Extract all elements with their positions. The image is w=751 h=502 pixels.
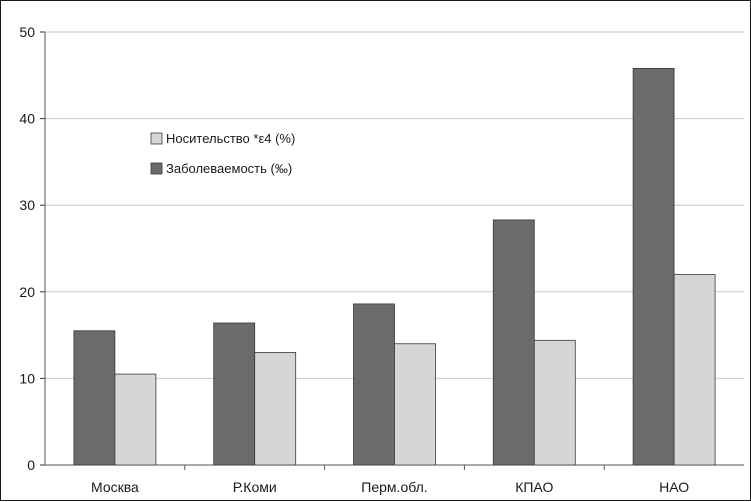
x-category-labels: Москва Р.Коми Перм.обл. КПАО НАО: [91, 479, 689, 495]
legend: Носительство *ε4 (%) Заболеваемость (‰): [150, 131, 295, 176]
bar-carriage: [394, 343, 436, 466]
x-category-label: Р.Коми: [233, 479, 277, 495]
y-tick-label: 30: [19, 197, 35, 213]
y-tick-labels: 0 10 20 30 40 50: [19, 24, 35, 473]
x-category-label: КПАО: [515, 479, 553, 495]
bar-incidence: [73, 330, 116, 466]
bar-carriage: [254, 352, 297, 466]
x-category-label: Перм.обл.: [361, 479, 427, 495]
legend-label: Заболеваемость (‰): [166, 161, 292, 176]
legend-swatch: [150, 132, 163, 145]
x-category-label: Москва: [91, 479, 139, 495]
y-tick-label: 20: [19, 284, 35, 300]
bar-carriage: [114, 373, 157, 466]
y-tick-label: 50: [19, 24, 35, 40]
gridlines: [45, 31, 744, 379]
bar-incidence: [353, 303, 395, 466]
bar-incidence: [213, 322, 256, 466]
x-category-label: НАО: [659, 479, 689, 495]
legend-swatch: [150, 162, 163, 175]
y-tick-label: 40: [19, 111, 35, 127]
bar-carriage: [673, 274, 716, 466]
bar-incidence: [632, 67, 675, 466]
y-tick-label: 0: [27, 457, 35, 473]
bars: [73, 67, 716, 466]
bar-incidence: [492, 219, 535, 466]
legend-label: Носительство *ε4 (%): [166, 131, 295, 146]
y-tick-label: 10: [19, 370, 35, 386]
bar-carriage: [533, 339, 576, 466]
